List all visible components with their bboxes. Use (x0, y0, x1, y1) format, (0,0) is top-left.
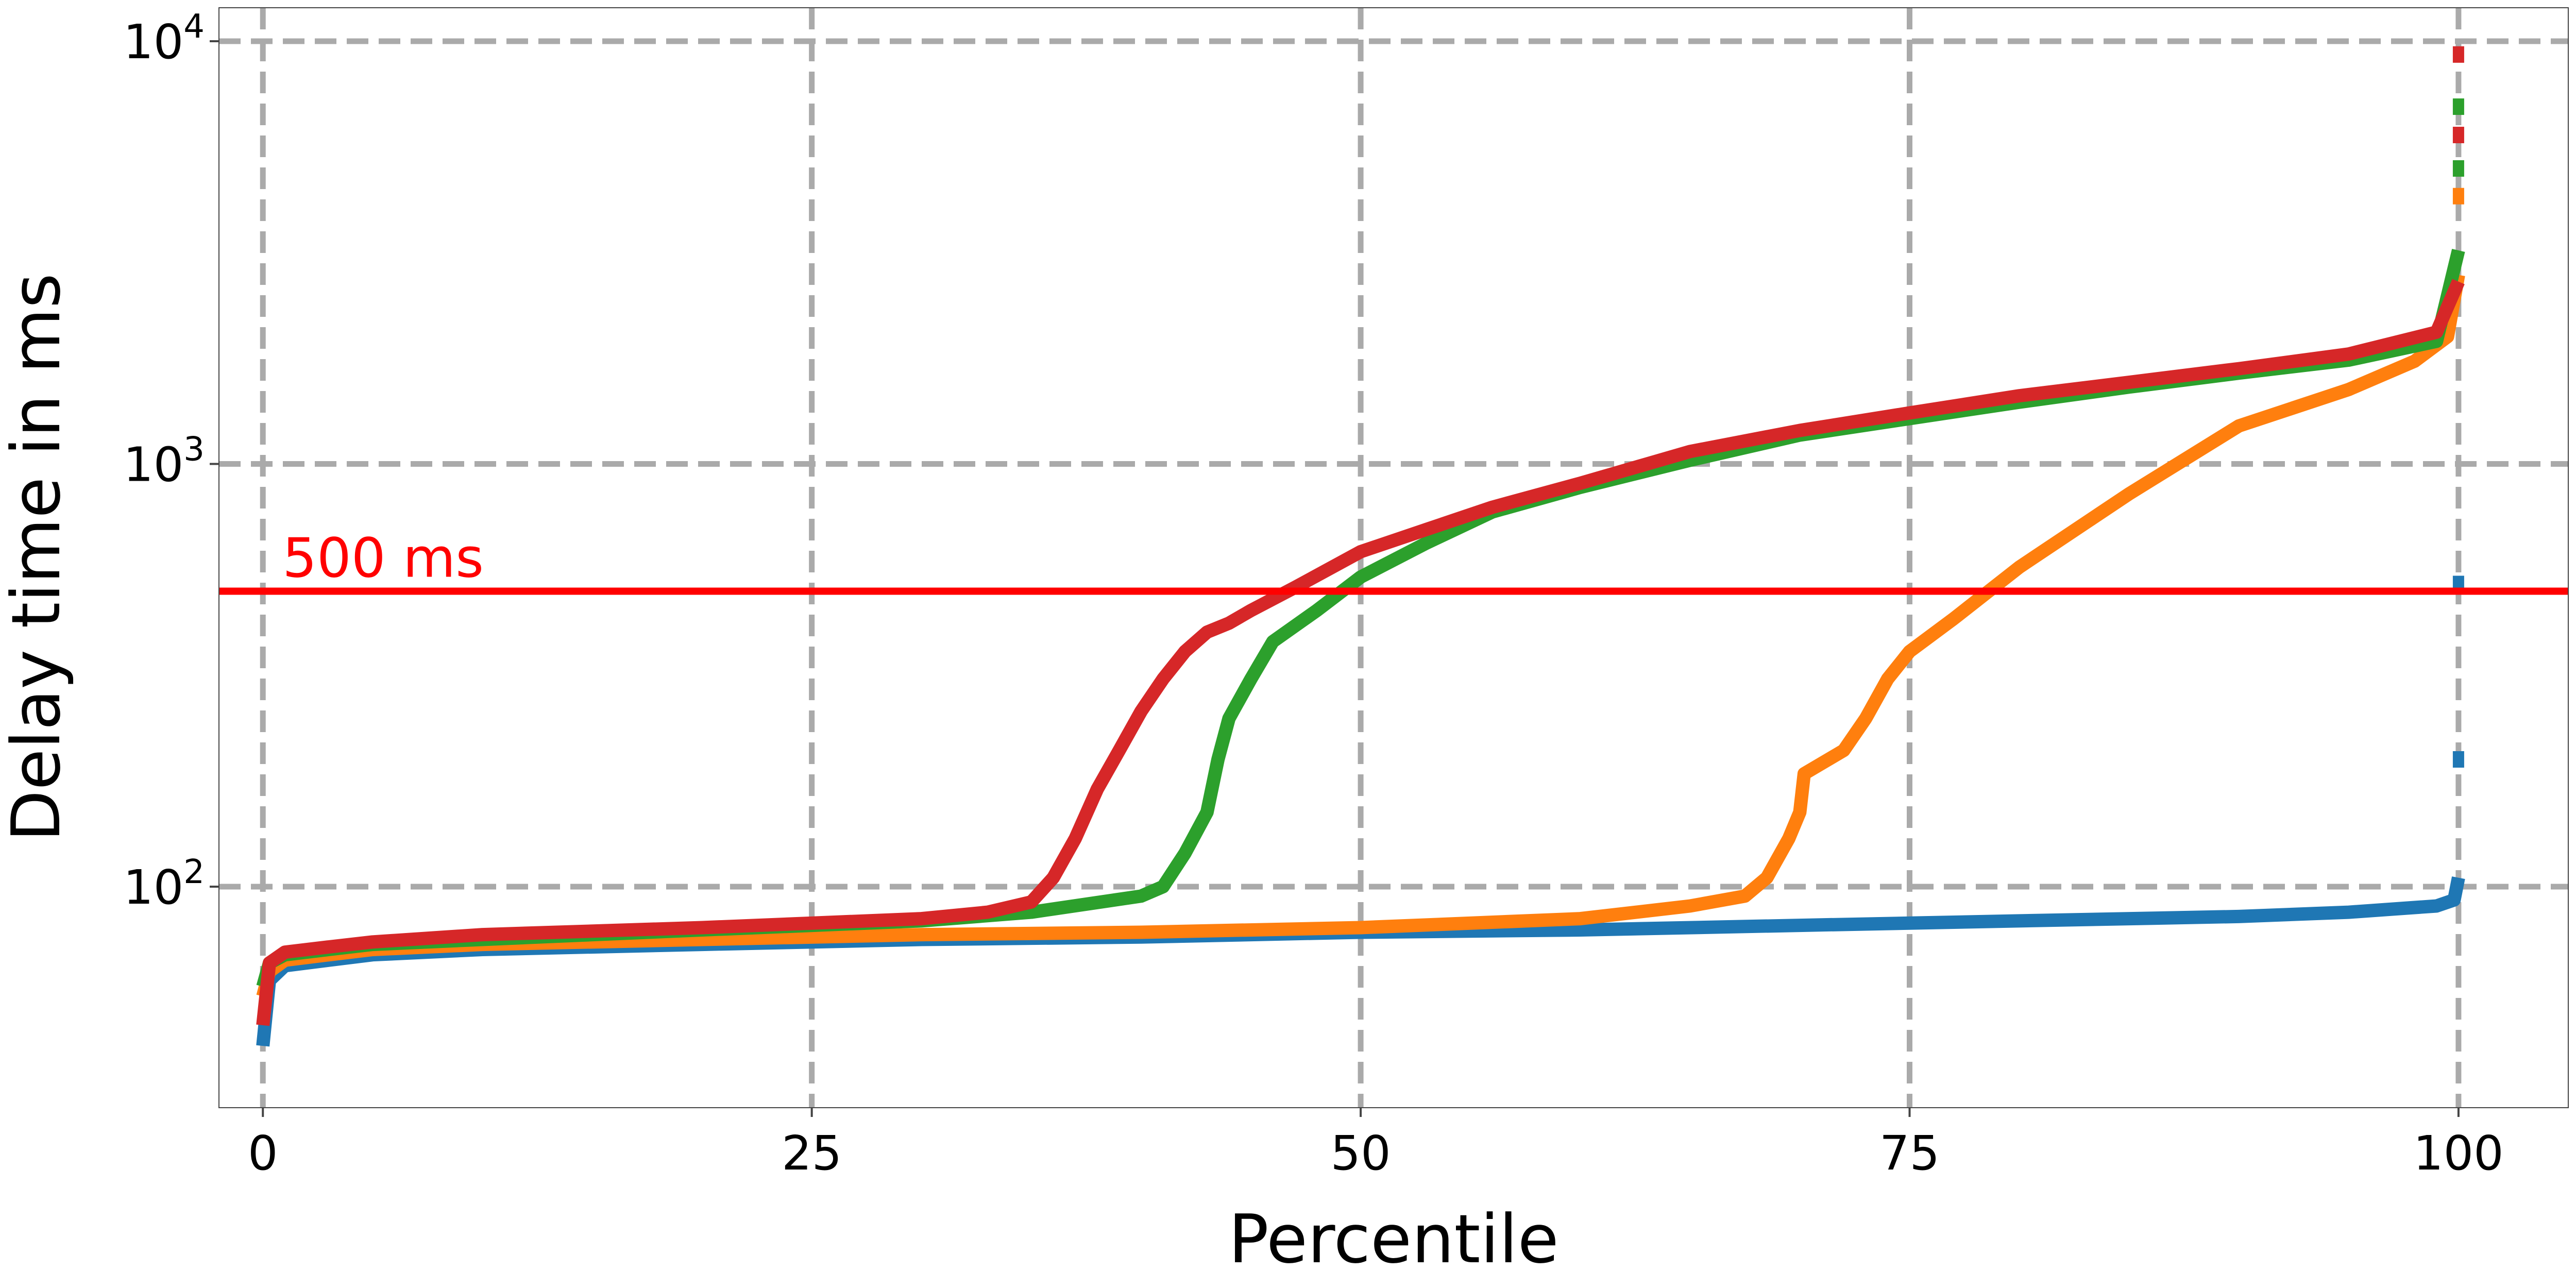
x-tick-label: 100 (2413, 1126, 2504, 1181)
y-tick-label: 104 (123, 8, 205, 70)
x-tick-label: 25 (782, 1126, 842, 1181)
series-4-outlier-point (2452, 126, 2464, 143)
series-line-4 (256, 279, 2465, 1026)
series-lines (256, 46, 2465, 1047)
plot-frame (218, 7, 2569, 1108)
y-tick-label: 102 (123, 853, 205, 915)
x-tick-label: 0 (248, 1126, 278, 1181)
y-axis-label: Delay time in ms (0, 273, 75, 841)
series-4-outlier-point (2452, 46, 2464, 63)
y-tick-label: 103 (123, 430, 205, 492)
tick-labels: 0 25 50 75 100 102 103 104 (123, 8, 2504, 1181)
series-1-outlier-point (2452, 751, 2464, 768)
series-2-outlier-point (2452, 188, 2464, 205)
x-tick-label: 75 (1879, 1126, 1940, 1181)
series-3-outlier-point (2452, 98, 2464, 115)
reference-line-group: 500 ms (219, 527, 2568, 595)
series-3-outlier-point (2452, 160, 2464, 177)
x-tick-label: 50 (1331, 1126, 1391, 1181)
x-axis-label: Percentile (1228, 1200, 1558, 1278)
reference-line-label: 500 ms (282, 527, 484, 589)
